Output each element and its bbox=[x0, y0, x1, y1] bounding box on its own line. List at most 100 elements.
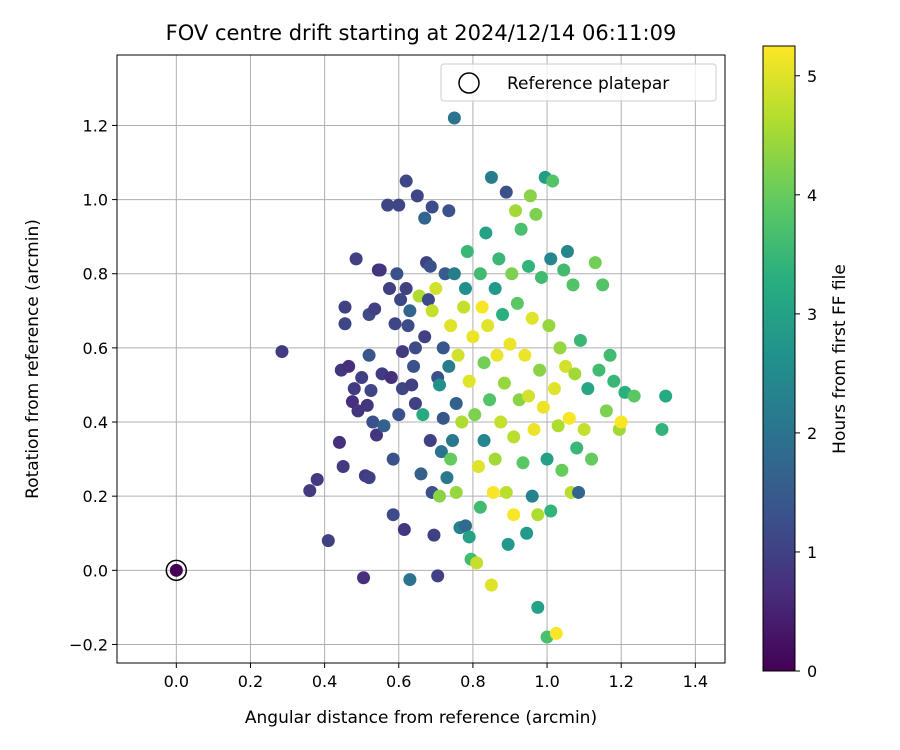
data-point bbox=[486, 485, 500, 499]
data-point bbox=[449, 485, 463, 499]
data-point bbox=[490, 348, 504, 362]
data-point bbox=[484, 578, 498, 592]
x-tick-label: 0.4 bbox=[312, 672, 337, 691]
data-point bbox=[431, 569, 445, 583]
data-point bbox=[386, 508, 400, 522]
data-point bbox=[484, 170, 498, 184]
data-point bbox=[386, 452, 400, 466]
plot-frame bbox=[116, 54, 726, 664]
data-point bbox=[547, 382, 561, 396]
legend-label: Reference platepar bbox=[507, 74, 669, 94]
data-point bbox=[514, 222, 528, 236]
data-point bbox=[473, 500, 487, 514]
data-point bbox=[392, 198, 406, 212]
colorbar-tick-label: 2 bbox=[807, 424, 817, 443]
scatter-points bbox=[169, 111, 673, 644]
data-point bbox=[522, 389, 536, 403]
y-tick-label: 0.0 bbox=[83, 561, 108, 580]
data-point bbox=[627, 389, 641, 403]
data-point bbox=[603, 348, 617, 362]
data-point bbox=[169, 563, 183, 577]
data-point bbox=[332, 435, 346, 449]
data-point bbox=[596, 278, 610, 292]
y-tick-label: 0.4 bbox=[83, 413, 108, 432]
data-point bbox=[573, 333, 587, 347]
data-point bbox=[458, 519, 472, 533]
data-point bbox=[534, 270, 548, 284]
legend: Reference platepar bbox=[440, 63, 717, 102]
data-point bbox=[473, 267, 487, 281]
colorbar: 0 1 2 3 4 5 Hours from first FF file bbox=[762, 45, 850, 681]
x-tick-label: 0.0 bbox=[164, 672, 189, 691]
data-point bbox=[436, 341, 450, 355]
y-axis-label: Rotation from reference (arcmin) bbox=[23, 219, 43, 499]
y-tick-label: 1.2 bbox=[83, 116, 108, 135]
data-point bbox=[394, 293, 408, 307]
data-point bbox=[373, 263, 387, 277]
data-point bbox=[360, 398, 374, 412]
data-point bbox=[457, 300, 471, 314]
colorbar-tick-label: 0 bbox=[807, 662, 817, 681]
data-point bbox=[555, 463, 569, 477]
data-point bbox=[442, 204, 456, 218]
data-point bbox=[407, 359, 421, 373]
data-point bbox=[388, 317, 402, 331]
data-point bbox=[462, 374, 476, 388]
data-point bbox=[503, 337, 517, 351]
data-point bbox=[275, 345, 289, 359]
y-tick-label: 0.8 bbox=[83, 265, 108, 284]
data-point bbox=[436, 411, 450, 425]
data-point bbox=[572, 485, 586, 499]
data-point bbox=[421, 293, 435, 307]
colorbar-ticks: 0 1 2 3 4 5 bbox=[795, 67, 817, 681]
data-point bbox=[566, 278, 580, 292]
y-tick-label: 1.0 bbox=[83, 191, 108, 210]
data-point bbox=[477, 434, 491, 448]
y-tick-label: 0.6 bbox=[83, 339, 108, 358]
data-point bbox=[546, 174, 560, 188]
chart-title: FOV centre drift starting at 2024/12/14 … bbox=[166, 21, 677, 45]
data-point bbox=[423, 434, 437, 448]
data-point bbox=[395, 345, 409, 359]
data-point bbox=[533, 363, 547, 377]
data-point bbox=[525, 489, 539, 503]
data-point bbox=[531, 508, 545, 522]
data-point bbox=[349, 252, 363, 266]
data-point bbox=[551, 419, 565, 433]
data-point bbox=[540, 452, 554, 466]
data-point bbox=[418, 211, 432, 225]
data-point bbox=[444, 319, 458, 333]
x-axis-ticks: 0.0 0.2 0.4 0.6 0.8 1.0 1.2 1.4 bbox=[164, 663, 708, 691]
data-point bbox=[357, 571, 371, 585]
data-point bbox=[496, 308, 510, 322]
data-point bbox=[336, 460, 350, 474]
data-point bbox=[607, 374, 621, 388]
y-axis-ticks: −0.2 0.0 0.2 0.4 0.6 0.8 1.0 1.2 bbox=[69, 116, 117, 654]
data-point bbox=[440, 471, 454, 485]
data-point bbox=[518, 348, 532, 362]
data-point bbox=[470, 556, 484, 570]
data-point bbox=[310, 472, 324, 486]
x-tick-label: 0.8 bbox=[460, 672, 485, 691]
data-point bbox=[471, 460, 485, 474]
data-point bbox=[321, 534, 335, 548]
data-point bbox=[455, 415, 469, 429]
x-tick-label: 1.2 bbox=[608, 672, 633, 691]
data-point bbox=[462, 530, 476, 544]
data-point bbox=[451, 348, 465, 362]
data-point bbox=[410, 189, 424, 203]
data-point bbox=[403, 573, 417, 587]
legend-box bbox=[440, 63, 717, 102]
data-point bbox=[542, 319, 556, 333]
data-point bbox=[525, 311, 539, 325]
data-point bbox=[588, 256, 602, 270]
data-point bbox=[416, 408, 430, 422]
data-point bbox=[527, 422, 541, 436]
data-point bbox=[425, 200, 439, 214]
data-point bbox=[659, 389, 673, 403]
data-point bbox=[449, 396, 463, 410]
data-point bbox=[477, 356, 491, 370]
data-point bbox=[549, 626, 563, 640]
data-point bbox=[405, 378, 419, 392]
data-point bbox=[559, 359, 573, 373]
